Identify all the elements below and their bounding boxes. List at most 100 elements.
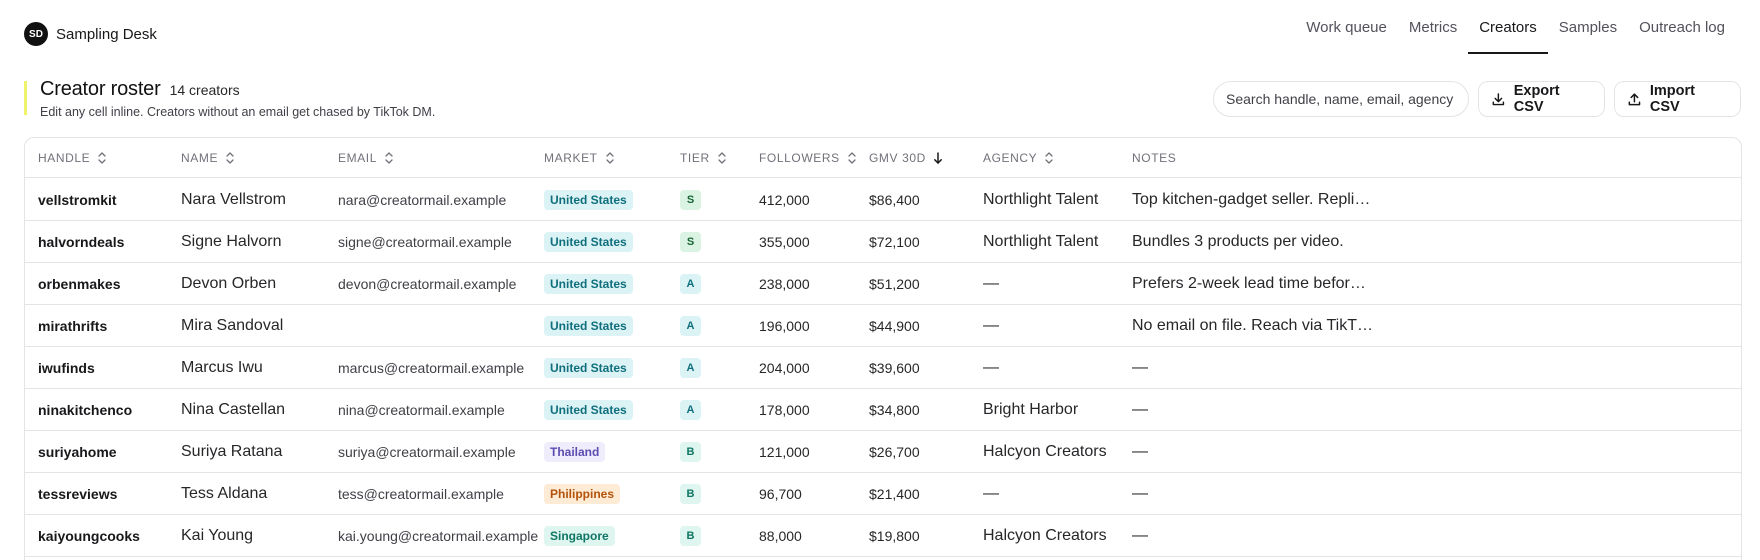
cell-agency[interactable]: — bbox=[983, 316, 999, 334]
column-header-market[interactable]: Market bbox=[544, 138, 615, 178]
cell-followers[interactable]: 412,000 bbox=[759, 191, 810, 208]
cell-email[interactable]: nina@creatormail.example bbox=[338, 401, 505, 418]
cell-handle[interactable]: kaiyoungcooks bbox=[38, 527, 140, 544]
cell-email[interactable]: suriya@creatormail.example bbox=[338, 443, 516, 460]
cell-email[interactable]: marcus@creatormail.example bbox=[338, 359, 525, 376]
cell-market[interactable]: United States bbox=[544, 347, 674, 388]
cell-name[interactable]: Nina Castellan bbox=[181, 400, 286, 418]
table-row[interactable]: orbenmakes Devon Orben devon@creatormail.e… bbox=[25, 263, 1741, 305]
cell-tier[interactable]: A bbox=[680, 389, 750, 430]
cell-name[interactable]: Kai Young bbox=[181, 526, 254, 544]
cell-handle[interactable]: ninakitchenco bbox=[38, 401, 133, 418]
cell-gmv[interactable]: $19,800 bbox=[869, 527, 920, 544]
cell-email[interactable]: kai.young@creatormail.example bbox=[338, 527, 539, 544]
cell-handle[interactable]: halvorndeals bbox=[38, 233, 125, 250]
cell-name[interactable]: Marcus Iwu bbox=[181, 358, 263, 376]
cell-handle[interactable]: iwufinds bbox=[38, 359, 95, 376]
column-header-name[interactable]: Name bbox=[181, 138, 235, 178]
cell-market[interactable]: Singapore bbox=[544, 515, 674, 556]
cell-tier[interactable]: S bbox=[680, 221, 750, 262]
cell-agency[interactable]: — bbox=[983, 274, 999, 292]
cell-market[interactable]: United States bbox=[544, 179, 674, 220]
cell-agency[interactable]: Northlight Talent bbox=[983, 232, 1099, 250]
cell-email[interactable]: signe@creatormail.example bbox=[338, 233, 512, 250]
table-row[interactable]: kaiyoungcooks Kai Young kai.young@creatorm… bbox=[25, 515, 1741, 557]
cell-name[interactable]: Devon Orben bbox=[181, 274, 277, 292]
cell-gmv[interactable]: $51,200 bbox=[869, 275, 920, 292]
table-row[interactable]: vellstromkit Nara Vellstrom nara@creatorma… bbox=[25, 179, 1741, 221]
cell-notes[interactable]: Top kitchen-gadget seller. Repli… bbox=[1132, 190, 1371, 208]
cell-market[interactable]: Thailand bbox=[544, 431, 674, 472]
import-csv-button[interactable]: Import CSV bbox=[1614, 81, 1741, 117]
cell-followers[interactable]: 178,000 bbox=[759, 401, 810, 418]
cell-followers[interactable]: 96,700 bbox=[759, 485, 802, 502]
cell-agency[interactable]: Halcyon Creators bbox=[983, 526, 1107, 544]
cell-handle[interactable]: orbenmakes bbox=[38, 275, 121, 292]
cell-gmv[interactable]: $72,100 bbox=[869, 233, 920, 250]
cell-tier[interactable]: S bbox=[680, 179, 750, 220]
cell-gmv[interactable]: $34,800 bbox=[869, 401, 920, 418]
cell-email[interactable]: nara@creatormail.example bbox=[338, 191, 507, 208]
column-header-followers[interactable]: Followers bbox=[759, 138, 857, 178]
cell-notes[interactable]: — bbox=[1132, 526, 1148, 544]
cell-handle[interactable]: mirathrifts bbox=[38, 317, 108, 334]
cell-tier[interactable]: B bbox=[680, 431, 750, 472]
sort-icon[interactable] bbox=[847, 151, 857, 165]
cell-email[interactable]: devon@creatormail.example bbox=[338, 275, 517, 292]
sort-icon[interactable] bbox=[225, 151, 235, 165]
cell-notes[interactable]: No email on file. Reach via TikT… bbox=[1132, 316, 1372, 334]
cell-agency[interactable]: Halcyon Creators bbox=[983, 442, 1107, 460]
cell-followers[interactable]: 204,000 bbox=[759, 359, 810, 376]
cell-followers[interactable]: 355,000 bbox=[759, 233, 810, 250]
nav-samples[interactable]: Samples bbox=[1558, 18, 1618, 36]
table-row[interactable]: ninakitchenco Nina Castellan nina@creatorm… bbox=[25, 389, 1741, 431]
cell-name[interactable]: Signe Halvorn bbox=[181, 232, 282, 250]
cell-agency[interactable]: — bbox=[983, 358, 999, 376]
nav-creators[interactable]: Creators bbox=[1468, 0, 1548, 54]
cell-gmv[interactable]: $39,600 bbox=[869, 359, 920, 376]
cell-gmv[interactable]: $21,400 bbox=[869, 485, 920, 502]
cell-name[interactable]: Nara Vellstrom bbox=[181, 190, 286, 208]
cell-gmv[interactable]: $26,700 bbox=[869, 443, 920, 460]
cell-name[interactable]: Suriya Ratana bbox=[181, 442, 283, 460]
sort-icon[interactable] bbox=[717, 151, 727, 165]
cell-market[interactable]: United States bbox=[544, 305, 674, 346]
search-input[interactable] bbox=[1213, 81, 1469, 117]
sort-icon[interactable] bbox=[1044, 151, 1054, 165]
cell-tier[interactable]: B bbox=[680, 515, 750, 556]
nav-outreach-log[interactable]: Outreach log bbox=[1639, 18, 1725, 36]
cell-gmv[interactable]: $86,400 bbox=[869, 191, 920, 208]
cell-tier[interactable]: B bbox=[680, 473, 750, 514]
sort-icon[interactable] bbox=[97, 151, 107, 165]
cell-name[interactable]: Tess Aldana bbox=[181, 484, 268, 502]
table-row[interactable]: iwufinds Marcus Iwu marcus@creatormail.exa… bbox=[25, 347, 1741, 389]
cell-notes[interactable]: — bbox=[1132, 400, 1148, 418]
cell-handle[interactable]: vellstromkit bbox=[38, 191, 117, 208]
cell-email[interactable] bbox=[338, 305, 543, 346]
column-header-gmv[interactable]: GMV 30D bbox=[869, 138, 943, 178]
cell-agency[interactable]: Northlight Talent bbox=[983, 190, 1099, 208]
column-header-handle[interactable]: Handle bbox=[38, 138, 107, 178]
cell-followers[interactable]: 238,000 bbox=[759, 275, 810, 292]
sort-desc-icon[interactable] bbox=[933, 151, 943, 165]
nav-metrics[interactable]: Metrics bbox=[1408, 18, 1458, 36]
cell-tier[interactable]: A bbox=[680, 263, 750, 304]
cell-notes[interactable]: — bbox=[1132, 484, 1148, 502]
nav-work-queue[interactable]: Work queue bbox=[1306, 18, 1387, 36]
cell-market[interactable]: United States bbox=[544, 221, 674, 262]
table-row[interactable]: halvorndeals Signe Halvorn signe@creatorma… bbox=[25, 221, 1741, 263]
cell-market[interactable]: United States bbox=[544, 263, 674, 304]
cell-agency[interactable]: — bbox=[983, 484, 999, 502]
cell-market[interactable]: United States bbox=[544, 389, 674, 430]
table-row[interactable]: suriyahome Suriya Ratana suriya@creatormai… bbox=[25, 431, 1741, 473]
cell-notes[interactable]: — bbox=[1132, 442, 1148, 460]
cell-handle[interactable]: tessreviews bbox=[38, 485, 118, 502]
column-header-agency[interactable]: Agency bbox=[983, 138, 1054, 178]
cell-gmv[interactable]: $44,900 bbox=[869, 317, 920, 334]
cell-notes[interactable]: — bbox=[1132, 358, 1148, 376]
cell-followers[interactable]: 196,000 bbox=[759, 317, 810, 334]
cell-market[interactable]: Philippines bbox=[544, 473, 674, 514]
brand[interactable]: SD Sampling Desk bbox=[24, 22, 157, 46]
sort-icon[interactable] bbox=[384, 151, 394, 165]
cell-tier[interactable]: A bbox=[680, 347, 750, 388]
